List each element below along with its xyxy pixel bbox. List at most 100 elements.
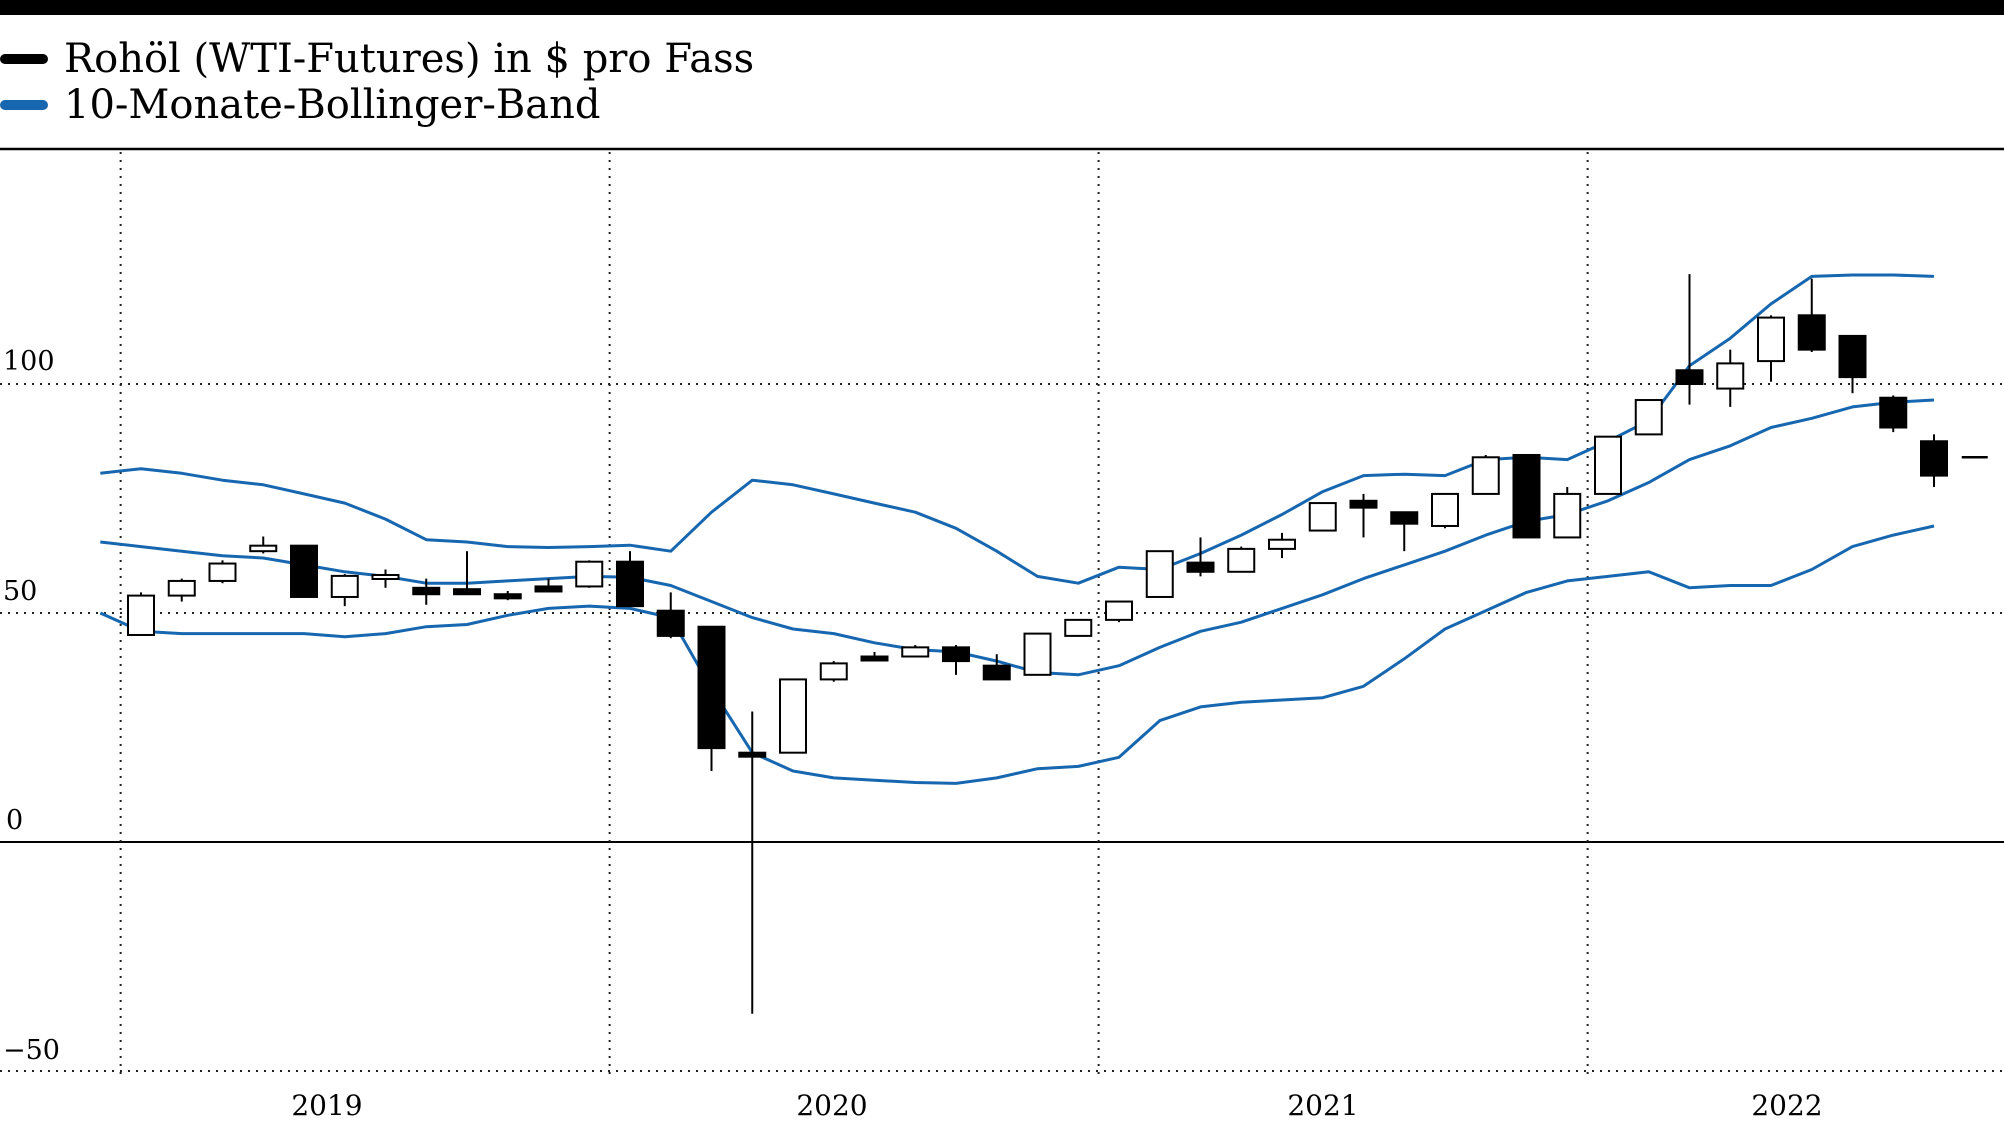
legend-item-band: 10-Monate-Bollinger-Band bbox=[0, 82, 754, 128]
candlestick bbox=[1471, 454, 1500, 495]
candle-body-down bbox=[412, 586, 441, 596]
candle-body-down bbox=[493, 593, 522, 600]
candle-body-down bbox=[982, 664, 1011, 681]
candlestick bbox=[1634, 399, 1663, 436]
candle-body-up bbox=[1227, 547, 1256, 573]
candlestick bbox=[901, 645, 930, 658]
candle-body-down bbox=[1349, 499, 1378, 509]
y-tick-label-100: 100 bbox=[3, 346, 55, 377]
y-tick-label-50: 50 bbox=[3, 576, 37, 607]
candle-body-up bbox=[1716, 362, 1745, 390]
candle-body-up bbox=[1757, 316, 1785, 363]
candle-body-down bbox=[1186, 561, 1215, 573]
candle-body-down bbox=[697, 625, 726, 750]
candle-body-up bbox=[1594, 435, 1622, 495]
candlestick bbox=[1227, 546, 1256, 573]
chart-legend: Rohöl (WTI-Futures) in $ pro Fass 10-Mon… bbox=[0, 36, 754, 128]
bollinger-upper-line bbox=[100, 273, 1935, 585]
candle-body-down bbox=[453, 588, 481, 596]
candle-body-down bbox=[1879, 396, 1908, 429]
candle-body-up bbox=[127, 594, 155, 636]
candlestick bbox=[290, 544, 318, 598]
candlestick bbox=[167, 578, 196, 602]
y-tick-label-0: 0 bbox=[6, 805, 23, 836]
candlestick bbox=[1105, 600, 1133, 623]
candlestick bbox=[1308, 502, 1337, 532]
candle-body-down bbox=[738, 751, 767, 758]
candle-body-up bbox=[1308, 502, 1337, 532]
candlestick bbox=[1268, 532, 1296, 559]
candle-body-up bbox=[208, 562, 237, 582]
candle-body-up bbox=[1471, 456, 1500, 495]
candle-body-down bbox=[1920, 440, 1948, 477]
candle-body-down bbox=[656, 609, 685, 637]
candlestick bbox=[1594, 435, 1622, 495]
candlestick bbox=[819, 661, 848, 682]
candlestick bbox=[1390, 511, 1419, 552]
candle-body-up bbox=[1145, 550, 1174, 598]
candlestick bbox=[208, 560, 237, 584]
top-rule bbox=[0, 0, 2004, 15]
candle-body-down bbox=[860, 655, 889, 662]
candlestick bbox=[942, 645, 970, 675]
bollinger-lower-line bbox=[99, 524, 1935, 785]
candlestick bbox=[1675, 274, 1704, 405]
candlestick bbox=[697, 625, 726, 772]
candlestick bbox=[1349, 493, 1378, 538]
y-tick-label-minus-50: −50 bbox=[3, 1035, 60, 1066]
candlestick bbox=[1879, 395, 1908, 433]
bollinger-middle-line bbox=[100, 398, 1935, 677]
candlestick bbox=[982, 654, 1011, 681]
candlestick bbox=[1023, 632, 1052, 676]
x-tick-label-2022: 2022 bbox=[1751, 1089, 1822, 1122]
candlestick bbox=[330, 574, 359, 607]
candle-body-up bbox=[1268, 538, 1296, 550]
candle-body-down bbox=[942, 646, 970, 663]
candle-body-down bbox=[290, 544, 318, 598]
candlestick bbox=[779, 678, 807, 754]
x-tick-label-2020: 2020 bbox=[796, 1089, 867, 1122]
candle-body-down bbox=[534, 585, 563, 593]
legend-swatch-band bbox=[0, 100, 48, 110]
x-tick-label-2021: 2021 bbox=[1287, 1089, 1358, 1122]
candle-body-up bbox=[1064, 618, 1093, 637]
candlestick bbox=[575, 560, 604, 588]
candlestick bbox=[371, 569, 400, 588]
candle-body-up bbox=[1105, 600, 1133, 621]
candle-body-up bbox=[1634, 399, 1663, 436]
candlestick bbox=[738, 711, 767, 1014]
x-tick-label-2019: 2019 bbox=[291, 1089, 362, 1122]
candlestick bbox=[1716, 349, 1745, 407]
candle-body-up bbox=[330, 574, 359, 598]
candlestick bbox=[412, 578, 441, 605]
candlestick bbox=[1512, 453, 1541, 539]
candle-body-up bbox=[1553, 492, 1582, 539]
candle-body-up bbox=[167, 579, 196, 597]
candlestick bbox=[656, 592, 685, 639]
candlestick bbox=[616, 551, 644, 608]
legend-label-band: 10-Monate-Bollinger-Band bbox=[64, 82, 601, 128]
candlestick bbox=[249, 536, 278, 554]
bollinger-band bbox=[99, 273, 1935, 785]
candlestick bbox=[1757, 315, 1785, 382]
candle-body-up bbox=[575, 560, 604, 588]
candlesticks bbox=[127, 274, 1988, 1014]
candlestick bbox=[1186, 537, 1215, 577]
candlestick bbox=[1797, 278, 1826, 352]
candle-body-up bbox=[901, 646, 930, 658]
candlestick bbox=[534, 578, 563, 593]
y-tick-labels: 100 50 0 −50 bbox=[3, 346, 60, 1066]
legend-label-price: Rohöl (WTI-Futures) in $ pro Fass bbox=[64, 36, 755, 82]
candlestick bbox=[127, 592, 155, 636]
candle-body-down bbox=[1797, 314, 1826, 351]
candlestick bbox=[1431, 492, 1459, 529]
candle-body-down bbox=[1512, 453, 1541, 539]
candlestick bbox=[1145, 550, 1174, 598]
legend-item-price: Rohöl (WTI-Futures) in $ pro Fass bbox=[0, 36, 754, 82]
candle-body-up bbox=[249, 544, 278, 553]
gridlines bbox=[0, 152, 2004, 1075]
candle-body-up bbox=[819, 662, 848, 681]
candlestick bbox=[493, 591, 522, 601]
